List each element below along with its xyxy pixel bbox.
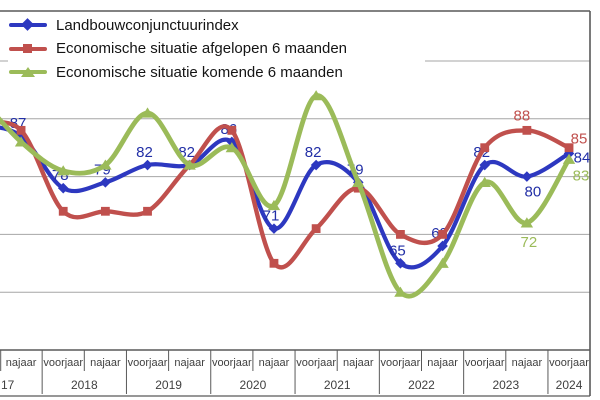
triangle-marker-icon <box>21 67 35 77</box>
data-point-marker <box>58 206 68 216</box>
legend-label: Economische situatie komende 6 maanden <box>56 63 343 81</box>
season-label: voorjaar <box>128 357 168 369</box>
season-label: najaar <box>343 357 374 369</box>
year-label: 2022 <box>408 378 435 392</box>
data-label: 84 <box>574 149 591 166</box>
data-point-marker <box>16 125 26 135</box>
season-label: najaar <box>90 357 121 369</box>
year-label: 2018 <box>71 378 98 392</box>
season-label: voorjaar <box>43 357 83 369</box>
data-point-marker <box>437 240 448 252</box>
season-label: najaar <box>174 357 205 369</box>
data-point-marker <box>395 258 406 269</box>
data-point-marker <box>520 217 534 228</box>
data-point-marker <box>183 159 196 170</box>
data-point-marker <box>269 258 279 268</box>
season-label: najaar <box>6 357 37 369</box>
data-point-marker <box>394 286 407 297</box>
data-point-marker <box>396 230 405 239</box>
year-label: 2024 <box>556 378 583 392</box>
legend-item-economische-situatie-komende: Economische situatie komende 6 maanden <box>8 61 425 83</box>
data-point-marker <box>309 90 323 101</box>
data-point-marker <box>267 199 281 211</box>
season-label: voorjaar <box>465 357 505 369</box>
data-label: 82 <box>305 144 322 161</box>
data-point-marker <box>311 224 321 234</box>
legend-line-sample <box>8 14 48 36</box>
data-point-marker <box>227 125 237 135</box>
data-point-marker <box>310 159 322 171</box>
legend-line-sample <box>8 61 48 83</box>
data-point-marker <box>57 165 70 176</box>
data-point-marker <box>436 257 449 268</box>
series-line-2 <box>0 93 572 299</box>
season-label: voorjaar <box>212 357 252 369</box>
legend-label: Landbouwconjunctuurindex <box>56 16 239 34</box>
data-label: 82 <box>136 144 153 161</box>
data-label: 65 <box>389 242 406 259</box>
data-point-marker <box>100 177 111 188</box>
data-point-marker <box>268 223 280 234</box>
data-point-marker <box>226 136 238 148</box>
data-point-marker <box>100 206 110 216</box>
data-point-marker <box>478 176 491 187</box>
data-point-marker <box>57 182 69 194</box>
chart-legend: Landbouwconjunctuurindex Economische sit… <box>8 13 425 84</box>
data-point-marker <box>142 159 153 171</box>
data-label: 72 <box>521 234 538 251</box>
season-label: voorjaar <box>381 357 421 369</box>
data-point-marker <box>479 159 491 171</box>
data-label: 85 <box>571 131 588 148</box>
data-point-marker <box>522 125 532 135</box>
square-marker-icon <box>23 43 32 53</box>
year-label: 2020 <box>240 378 267 392</box>
legend-line-sample <box>8 38 48 60</box>
year-label: 2021 <box>324 378 351 392</box>
season-label: voorjaar <box>549 357 589 369</box>
year-label: 2019 <box>155 378 182 392</box>
data-point-marker <box>352 176 365 187</box>
data-point-marker <box>143 206 152 216</box>
data-label: 80 <box>525 184 542 201</box>
data-point-marker <box>141 107 154 118</box>
season-label: najaar <box>427 357 458 369</box>
data-point-marker <box>225 142 239 153</box>
data-point-marker <box>438 230 447 239</box>
legend-label: Economische situatie afgelopen 6 maanden <box>56 40 348 57</box>
year-label: 2023 <box>492 378 519 392</box>
legend-item-economische-situatie-afgelopen: Economische situatie afgelopen 6 maanden <box>8 38 425 60</box>
data-point-marker <box>521 171 533 182</box>
legend-item-landbouwconjunctuurindex: Landbouwconjunctuurindex <box>8 14 425 36</box>
data-point-marker <box>15 130 27 142</box>
data-label: 71 <box>263 208 280 225</box>
season-label: najaar <box>259 357 290 369</box>
season-label: voorjaar <box>296 357 336 369</box>
year-label: 17 <box>1 378 15 392</box>
data-point-marker <box>480 143 490 153</box>
data-point-marker <box>564 143 574 153</box>
data-point-marker <box>562 153 576 164</box>
data-label: 88 <box>514 107 531 124</box>
series-line-1 <box>0 120 572 270</box>
data-point-marker <box>14 136 28 147</box>
diamond-marker-icon <box>21 18 34 31</box>
data-label: 83 <box>573 167 590 184</box>
data-point-marker <box>99 159 112 170</box>
season-label: najaar <box>512 357 543 369</box>
